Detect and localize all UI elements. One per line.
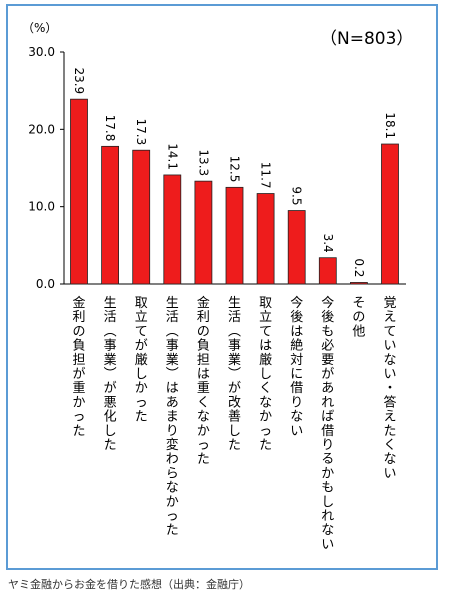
- bar: [349, 282, 368, 285]
- bar: [381, 143, 399, 285]
- value-label: 12.5: [228, 156, 242, 183]
- unit-label: （%）: [22, 21, 57, 35]
- category-label: 今後も必要があれば借りるかもしれない: [321, 295, 334, 552]
- chart-frame: [6, 4, 438, 570]
- category-label: 金利の負担は重くなかった: [197, 295, 210, 467]
- value-label: 17.8: [103, 115, 117, 142]
- category-label: 取立ては厳しくなかった: [259, 296, 272, 453]
- value-label: 0.2: [352, 258, 366, 277]
- bar: [287, 210, 306, 285]
- source-caption: ヤミ金融からお金を借りた感想（出典：金融庁）: [8, 578, 250, 591]
- category-label: 覚えていない・答えたくない: [383, 296, 396, 481]
- category-label: 今後は絶対に借りない: [290, 295, 303, 439]
- bars: [70, 98, 399, 285]
- value-label: 14.1: [165, 143, 179, 170]
- bar: [70, 98, 88, 285]
- category-labels: 金利の負担が重かった 生活︵事業︶が悪化した 取立てが厳しかった 生活︵事業︶はあまり…: [72, 295, 396, 552]
- category-label: 取立てが厳しかった: [135, 296, 148, 425]
- y-tick-label: 20.0: [28, 122, 55, 136]
- value-label: 17.3: [134, 118, 148, 145]
- value-label: 3.4: [321, 234, 335, 253]
- bar: [318, 257, 337, 285]
- sample-size-label: （N=803）: [320, 29, 413, 49]
- category-label: 生活︵事業︶はあまり変わらなかった: [166, 296, 179, 538]
- value-label: 13.3: [196, 149, 210, 176]
- value-label: 11.7: [259, 162, 273, 189]
- category-label: 生活︵事業︶が改善した: [228, 296, 241, 453]
- category-label: 金利の負担が重かった: [72, 295, 85, 439]
- value-label: 18.1: [383, 112, 397, 139]
- value-label: 9.5: [290, 186, 304, 205]
- category-label: その他: [352, 296, 365, 339]
- bar: [194, 180, 213, 285]
- y-tick-label: 10.0: [28, 200, 55, 214]
- value-label: 23.9: [72, 67, 86, 94]
- y-tick-label: 0.0: [36, 277, 55, 291]
- bar: [225, 186, 244, 285]
- category-label: 生活︵事業︶が悪化した: [104, 296, 117, 453]
- bar: [256, 193, 275, 285]
- y-axis: 0.0 10.0 20.0 30.0: [28, 45, 406, 291]
- bar: [101, 145, 119, 285]
- y-tick-label: 30.0: [28, 45, 55, 59]
- bar: [132, 149, 151, 285]
- bar: [163, 174, 182, 285]
- value-labels: 23.9 17.8 17.3 14.1 13.3 12.5 11.7 9.5 3.4 0.2 18.…: [72, 67, 397, 277]
